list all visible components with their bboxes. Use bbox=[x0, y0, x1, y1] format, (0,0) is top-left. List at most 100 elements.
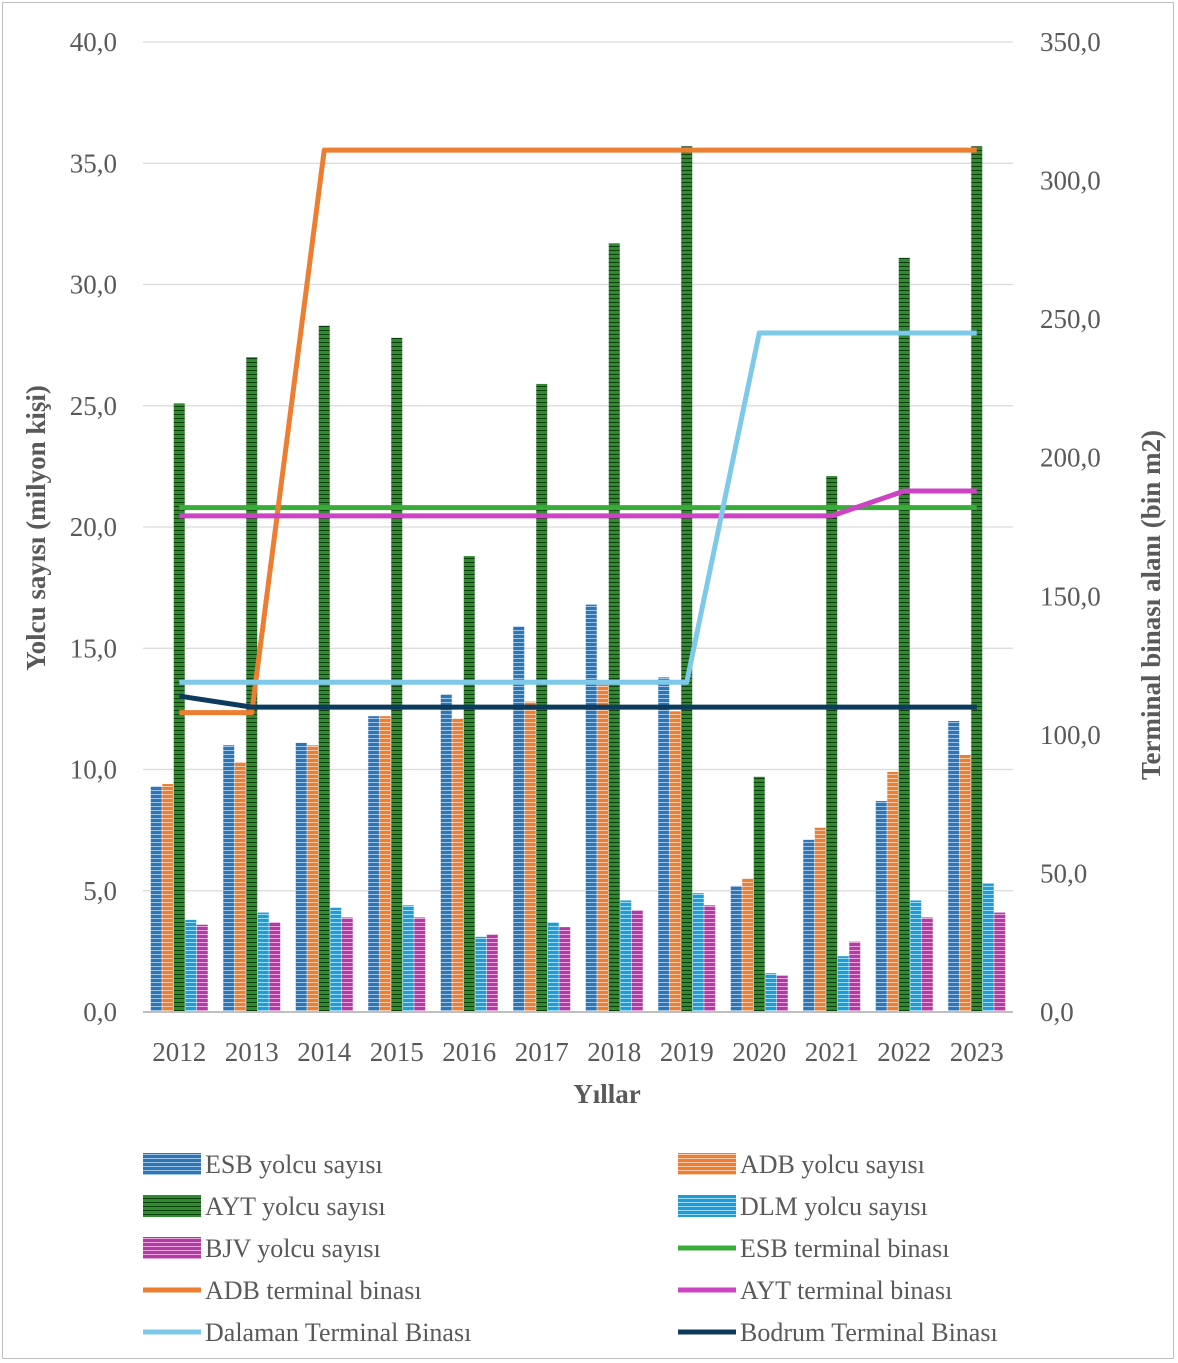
y-tick-label: 10,0 bbox=[70, 755, 117, 785]
bar bbox=[994, 912, 1006, 1012]
legend-label: AYT terminal binası bbox=[740, 1276, 952, 1305]
y-tick-label: 25,0 bbox=[70, 391, 117, 421]
y-tick-label: 15,0 bbox=[70, 633, 117, 663]
bar bbox=[692, 893, 704, 1012]
bar bbox=[898, 257, 910, 1012]
legend-label: ADB yolcu sayısı bbox=[740, 1150, 925, 1179]
bar bbox=[559, 927, 571, 1012]
legend-label: DLM yolcu sayısı bbox=[740, 1192, 928, 1221]
bar bbox=[608, 243, 620, 1012]
bar bbox=[658, 677, 670, 1012]
x-tick-label: 2019 bbox=[660, 1037, 714, 1067]
x-axis-title: Yıllar bbox=[573, 1079, 641, 1109]
legend-swatch bbox=[143, 1237, 201, 1259]
y2-tick-label: 50,0 bbox=[1040, 858, 1087, 888]
y2-tick-label: 200,0 bbox=[1040, 443, 1101, 473]
legend-label: Dalaman Terminal Binası bbox=[205, 1318, 471, 1347]
x-tick-label: 2021 bbox=[805, 1037, 859, 1067]
bar bbox=[826, 476, 838, 1012]
y2-tick-label: 300,0 bbox=[1040, 166, 1101, 196]
bar bbox=[402, 905, 414, 1012]
y2-tick-label: 100,0 bbox=[1040, 720, 1101, 750]
bar bbox=[414, 917, 426, 1012]
bar bbox=[196, 924, 208, 1012]
y2-axis-title: Terminal binası alanı (bin m2) bbox=[1136, 430, 1166, 780]
legend-label: ESB terminal binası bbox=[740, 1234, 949, 1263]
bar bbox=[959, 754, 971, 1012]
legend-swatch bbox=[678, 1153, 736, 1175]
bar bbox=[269, 922, 281, 1012]
bar bbox=[234, 762, 246, 1012]
bar bbox=[803, 839, 815, 1012]
legend-label: BJV yolcu sayısı bbox=[205, 1234, 381, 1263]
axes: 0,0 5,0 10,0 15,0 20,0 25,0 30,0 35,0 40,0 0,0 50,… bbox=[70, 27, 1101, 1067]
bar bbox=[704, 905, 716, 1012]
bar bbox=[982, 883, 994, 1012]
bar bbox=[536, 383, 548, 1012]
y-tick-label: 30,0 bbox=[70, 270, 117, 300]
y-tick-label: 0,0 bbox=[83, 997, 117, 1027]
x-tick-label: 2017 bbox=[515, 1037, 569, 1067]
bar bbox=[631, 910, 643, 1012]
bar bbox=[742, 878, 754, 1012]
series-line bbox=[178, 693, 977, 710]
bar bbox=[921, 917, 933, 1012]
bar bbox=[948, 721, 960, 1012]
bar bbox=[910, 900, 922, 1012]
y-tick-label: 20,0 bbox=[70, 512, 117, 542]
y2-tick-label: 150,0 bbox=[1040, 581, 1101, 611]
bar bbox=[223, 745, 235, 1012]
series-line bbox=[179, 488, 977, 519]
bar bbox=[463, 556, 475, 1012]
legend-swatch bbox=[678, 1195, 736, 1217]
gridlines bbox=[143, 41, 1013, 892]
bar bbox=[753, 776, 765, 1012]
y-tick-label: 40,0 bbox=[70, 27, 117, 57]
legend-label: AYT yolcu sayısı bbox=[205, 1192, 386, 1221]
bar bbox=[391, 337, 403, 1013]
bar bbox=[162, 784, 174, 1012]
bar bbox=[585, 604, 597, 1012]
legend-label: ESB yolcu sayısı bbox=[205, 1150, 383, 1179]
bar bbox=[597, 684, 609, 1012]
y2-tick-label: 350,0 bbox=[1040, 27, 1101, 57]
x-tick-label: 2016 bbox=[442, 1037, 496, 1067]
bar bbox=[837, 956, 849, 1012]
bar bbox=[887, 771, 899, 1012]
x-tick-label: 2018 bbox=[587, 1037, 641, 1067]
legend: ESB yolcu sayısı ADB yolcu sayısı AYT yolc… bbox=[143, 1150, 998, 1347]
y2-tick-label: 250,0 bbox=[1040, 304, 1101, 334]
y-tick-label: 35,0 bbox=[70, 148, 117, 178]
bar bbox=[475, 936, 487, 1012]
legend-label: ADB terminal binası bbox=[205, 1276, 422, 1305]
bar bbox=[513, 626, 525, 1012]
bar bbox=[669, 711, 681, 1012]
legend-swatch bbox=[143, 1195, 201, 1217]
bar bbox=[452, 718, 464, 1012]
bar bbox=[330, 907, 342, 1012]
bar bbox=[341, 917, 353, 1012]
bar-series bbox=[150, 146, 1006, 1013]
series-line bbox=[179, 147, 977, 716]
y-axis-title: Yolcu sayısı (milyon kişi) bbox=[21, 385, 51, 671]
bar bbox=[295, 742, 307, 1012]
bar bbox=[875, 801, 887, 1012]
bar bbox=[814, 827, 826, 1012]
series-line bbox=[179, 330, 977, 685]
bar bbox=[681, 146, 693, 1012]
x-tick-label: 2022 bbox=[877, 1037, 931, 1067]
bar bbox=[307, 745, 319, 1012]
bar bbox=[173, 403, 185, 1012]
bar bbox=[368, 716, 380, 1012]
legend-label: Bodrum Terminal Binası bbox=[740, 1318, 998, 1347]
y2-tick-label: 0,0 bbox=[1040, 997, 1074, 1027]
x-tick-label: 2020 bbox=[732, 1037, 786, 1067]
x-tick-label: 2023 bbox=[950, 1037, 1004, 1067]
bar bbox=[547, 922, 559, 1012]
bar bbox=[620, 900, 632, 1012]
bar bbox=[849, 941, 861, 1012]
bar bbox=[730, 885, 742, 1012]
bar bbox=[379, 716, 391, 1012]
bar bbox=[318, 325, 330, 1013]
